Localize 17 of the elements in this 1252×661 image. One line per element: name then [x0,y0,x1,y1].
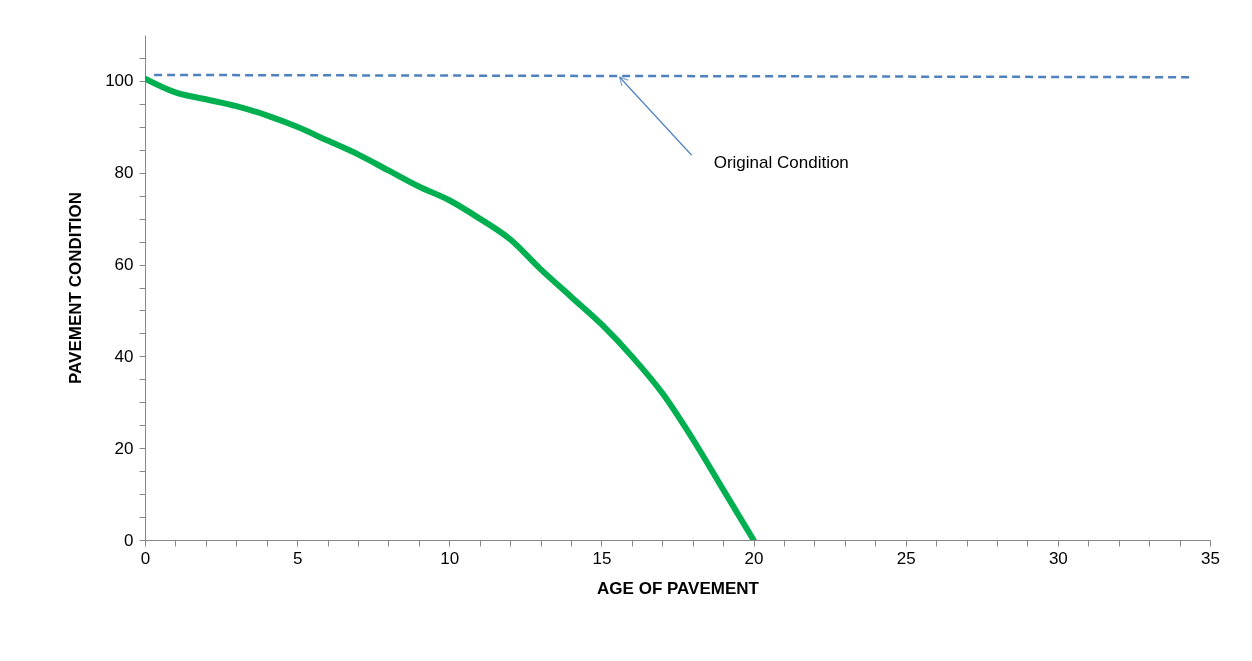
y-tick-label: 40 [114,346,134,366]
y-tick-label: 60 [114,255,134,275]
x-tick-label: 15 [592,548,612,568]
y-tick-label: 0 [124,530,134,550]
y-axis-title: PAVEMENT CONDITION [66,191,86,385]
x-axis-title: AGE OF PAVEMENT [597,578,760,598]
y-tick-label: 80 [114,163,134,183]
x-tick-label: 30 [1048,548,1068,568]
x-tick-label: 5 [292,548,303,568]
x-tick-label: 20 [744,548,764,568]
y-tick-label: 100 [105,71,134,91]
x-tick-label: 0 [140,548,151,568]
annotation: Original Condition [713,153,849,173]
x-tick-label: 35 [1201,548,1220,568]
y-tick-label: 20 [114,438,134,458]
x-tick-label: 25 [896,548,916,568]
x-tick-label: 10 [440,548,460,568]
